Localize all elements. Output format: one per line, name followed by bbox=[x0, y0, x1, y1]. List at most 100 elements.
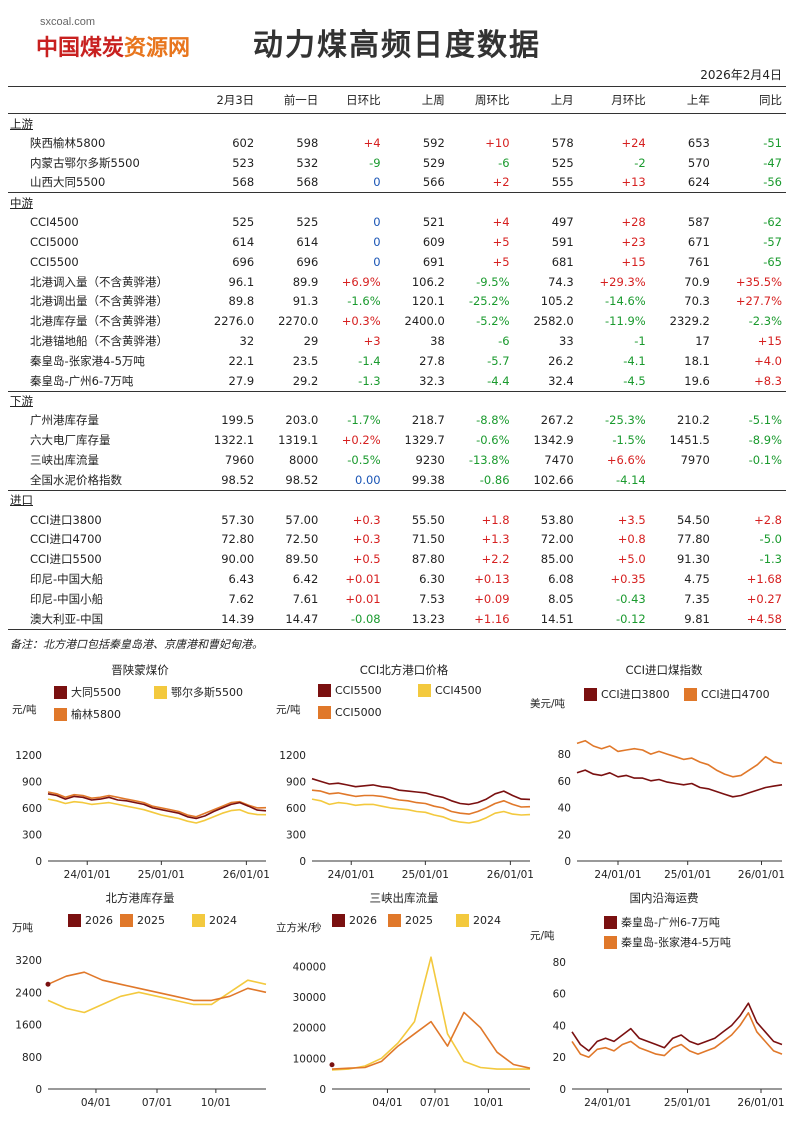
y-tick-label: 2400 bbox=[15, 987, 42, 999]
page-title: 动力煤高频日度数据 bbox=[253, 28, 541, 63]
table-cell: 98.52 bbox=[221, 472, 255, 487]
table-row: 全国水泥价格指数 98.52 98.52 0.00 99.38 -0.86 102.66 -4… bbox=[8, 470, 786, 490]
section-row: 上游 bbox=[8, 114, 786, 134]
table-cell: 6.43 bbox=[228, 572, 255, 587]
table-cell: +1.8 bbox=[481, 512, 510, 527]
table-cell: 587 bbox=[687, 215, 710, 230]
chart-y-unit: 元/吨 bbox=[530, 930, 555, 942]
table-cell: +2.8 bbox=[754, 512, 782, 527]
table-row: 陕西榆林5800 602 598 +4 592 +10 578 +24 653 -51 bbox=[8, 133, 786, 153]
table-cell: 521 bbox=[422, 215, 445, 230]
table-row: 澳大利亚-中国 14.39 14.47 -0.08 13.23 +1.16 14.51 -0.… bbox=[8, 608, 786, 630]
table-cell: -0.86 bbox=[479, 472, 510, 487]
table-cell: 267.2 bbox=[540, 413, 574, 428]
logo-text-b: 资源网 bbox=[124, 36, 191, 61]
table-cell: 13.23 bbox=[384, 608, 449, 630]
section-row: 进口 bbox=[8, 489, 786, 510]
table-cell: -5.0 bbox=[759, 532, 782, 547]
table-cell: 529 bbox=[422, 155, 445, 170]
table-cell: 0 bbox=[373, 254, 381, 269]
table-cell: 497 bbox=[551, 215, 574, 230]
table-cell: 32.4 bbox=[548, 373, 574, 388]
series-line bbox=[47, 791, 267, 818]
table-cell: -0.5% bbox=[347, 453, 381, 468]
row-label: 秦皇岛-张家港4-5万吨 bbox=[30, 353, 145, 368]
chart-6: 国内沿海运费 元/吨 秦皇岛-广州6-7万吨 秦皇岛-张家港4-5万吨 0 20 40 60 8… bbox=[530, 890, 794, 1118]
table-cell: 91.30 bbox=[676, 552, 710, 567]
table-cell: 53.80 bbox=[540, 512, 574, 527]
table-cell: -4.5 bbox=[623, 373, 646, 388]
table-cell: -1 bbox=[634, 334, 646, 349]
y-tick-label: 900 bbox=[22, 776, 42, 788]
chart-5: 三峡出库流量 立方米/秒 2026 2025 2024 0 10000 20000 30000 4… bbox=[272, 890, 536, 1118]
row-label: CCI4500 bbox=[30, 215, 79, 230]
row-label: 全国水泥价格指数 bbox=[30, 472, 122, 487]
table-cell: +15 bbox=[621, 254, 646, 269]
column-header: 上月 bbox=[513, 86, 578, 114]
table-cell: +6.6% bbox=[606, 453, 646, 468]
chart-title: CCI进口煤指数 bbox=[625, 663, 703, 677]
y-tick-label: 0 bbox=[319, 1084, 326, 1096]
table-row: 北港库存量（不含黄骅港） 2276.0 2270.0 +0.3% 2400.0 -5.2%… bbox=[8, 311, 786, 331]
legend-item: 大同5500 bbox=[54, 684, 121, 700]
data-table-container: 2月3日 前一日 日环比 上周 周环比 上月 月环比 上年 同比 上游 陕西榆林5800 602 59… bbox=[8, 86, 786, 630]
table-cell: +5 bbox=[492, 235, 510, 250]
section-label: 进口 bbox=[8, 489, 786, 510]
table-cell: 105.2 bbox=[540, 294, 574, 309]
chart-title: 晋陕蒙煤价 bbox=[111, 663, 169, 677]
series-line bbox=[331, 956, 530, 1071]
legend-item: CCI4500 bbox=[418, 684, 482, 697]
table-cell: 77.80 bbox=[676, 532, 710, 547]
legend-label: 秦皇岛-广州6-7万吨 bbox=[621, 916, 720, 929]
table-cell: +10 bbox=[485, 135, 510, 150]
table-cell: 9230 bbox=[415, 453, 445, 468]
table-cell: 0 bbox=[373, 175, 381, 190]
table-cell: 90.00 bbox=[221, 552, 255, 567]
legend-item: 鄂尔多斯5500 bbox=[154, 684, 243, 700]
row-label: CCI5500 bbox=[30, 254, 79, 269]
series-point bbox=[45, 981, 51, 987]
table-cell: 653 bbox=[687, 135, 710, 150]
table-cell: +0.3% bbox=[341, 314, 381, 329]
table-cell: 9.81 bbox=[649, 608, 714, 630]
table-cell: 57.00 bbox=[285, 512, 319, 527]
table-cell: +8.3 bbox=[754, 373, 782, 388]
table-cell: -0.08 bbox=[322, 608, 385, 630]
table-cell: -1.5% bbox=[612, 433, 646, 448]
chart-plot: 0 20 40 60 80 24/01/01 25/01/01 26/01/01 bbox=[553, 957, 785, 1109]
legend-label: 2025 bbox=[137, 914, 165, 927]
legend-item: 2026 bbox=[332, 914, 377, 927]
chart-y-unit: 美元/吨 bbox=[530, 698, 566, 710]
y-tick-label: 80 bbox=[558, 749, 571, 761]
row-label: 内蒙古鄂尔多斯5500 bbox=[30, 155, 140, 170]
legend-swatch bbox=[68, 914, 81, 927]
table-cell: +35.5% bbox=[735, 274, 782, 289]
chart-plot: 0 300 600 900 1200 24/01/01 25/01/01 26/01/01 bbox=[15, 750, 270, 881]
table-cell: 91.3 bbox=[292, 294, 319, 309]
table-cell: 70.3 bbox=[684, 294, 710, 309]
table-row: CCI进口3800 57.30 57.00 +0.3 55.50 +1.8 53.80 +3.… bbox=[8, 510, 786, 530]
table-cell: -0.12 bbox=[577, 608, 650, 630]
table-cell: 23.5 bbox=[292, 353, 319, 368]
legend-label: 2026 bbox=[349, 914, 377, 927]
y-tick-label: 80 bbox=[553, 957, 566, 969]
section-label: 中游 bbox=[8, 192, 786, 213]
x-tick-label: 24/01/01 bbox=[594, 869, 641, 881]
table-cell: +4.58 bbox=[713, 608, 786, 630]
table-cell: 72.50 bbox=[285, 532, 319, 547]
table-cell: 106.2 bbox=[411, 274, 445, 289]
column-header: 月环比 bbox=[577, 86, 650, 114]
legend-swatch bbox=[584, 687, 597, 701]
table-cell: -4.4 bbox=[487, 373, 510, 388]
table-cell: +0.13 bbox=[474, 572, 510, 587]
column-header: 前一日 bbox=[258, 86, 323, 114]
table-cell: 102.66 bbox=[533, 472, 574, 487]
table-cell: 566 bbox=[422, 175, 445, 190]
y-tick-label: 600 bbox=[22, 803, 42, 815]
column-header: 上年 bbox=[649, 86, 714, 114]
series-line bbox=[311, 789, 531, 815]
table-cell: -57 bbox=[763, 235, 782, 250]
x-tick-label: 04/01 bbox=[81, 1097, 111, 1109]
legend-item: 秦皇岛-广州6-7万吨 bbox=[604, 914, 720, 930]
legend-label: 2024 bbox=[473, 914, 501, 927]
